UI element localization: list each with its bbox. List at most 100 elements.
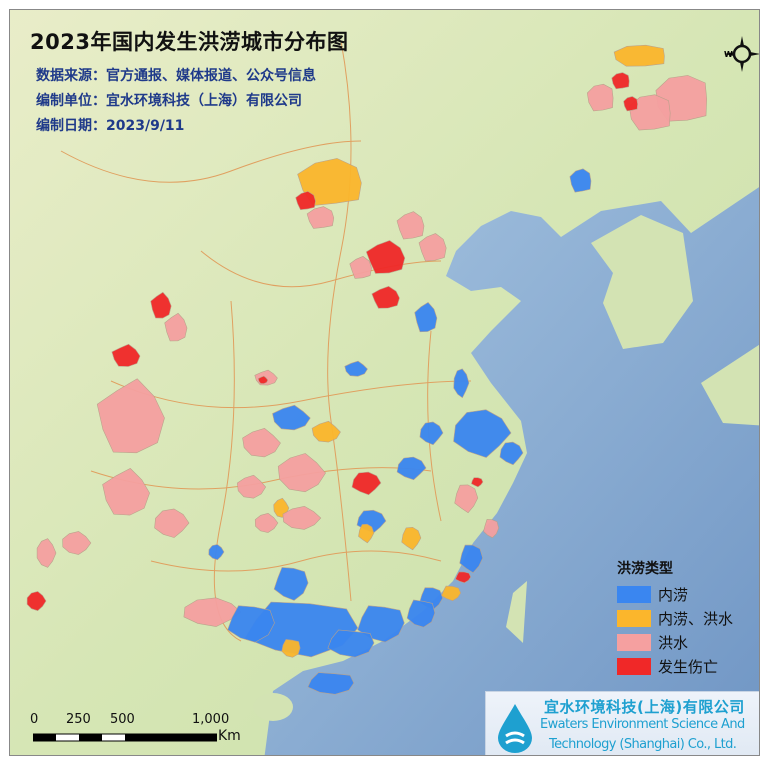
city-region-flood[interactable] [102,468,150,516]
city-region-casualties[interactable] [371,285,400,309]
city-region-flood[interactable] [62,531,92,555]
company-logo: 宜水环境科技(上海)有限公司 Ewaters Environment Scien… [485,691,759,755]
logo-cn-name: 宜水环境科技(上海)有限公司 [544,698,745,716]
city-region-waterlogging[interactable] [453,368,470,399]
city-region-waterlogging[interactable] [419,421,444,446]
city-region-waterlogging[interactable] [414,302,438,333]
scale-tick-500: 500 [110,712,135,727]
legend-title: 洪涝类型 [617,561,673,577]
city-region-flood[interactable] [236,474,267,499]
legend-label: 内涝 [658,585,689,604]
data-source: 数据来源：官方通报、媒体报道、公众号信息 [36,68,316,84]
city-region-waterlogging[interactable] [406,599,436,628]
city-region-casualties[interactable] [471,477,484,488]
city-region-both[interactable] [441,585,462,602]
korea-peninsula [591,215,693,349]
city-region-waterlogging[interactable] [357,605,405,643]
city-region-flood[interactable] [349,256,372,279]
city-region-both[interactable] [358,523,375,544]
flood-city-map[interactable] [10,10,759,755]
city-region-flood[interactable] [164,312,188,342]
water-drop-logo-icon [498,704,532,753]
city-region-waterlogging[interactable] [344,360,368,377]
legend-item-casualties: 发生伤亡 [617,654,733,678]
legend-swatch [617,609,651,627]
legend-swatch [617,585,651,603]
city-region-casualties[interactable] [351,471,382,496]
city-region-waterlogging[interactable] [453,409,512,458]
city-region-flood[interactable] [586,83,614,112]
province-boundary-line [60,140,362,183]
legend-label: 发生伤亡 [658,657,719,676]
city-region-casualties[interactable] [111,343,141,367]
city-region-waterlogging[interactable] [272,404,311,431]
province-boundary-line [110,380,472,409]
compass-w: W [724,50,733,59]
city-region-casualties[interactable] [150,291,172,319]
logo-en-line1: Ewaters Environment Science And [540,717,745,732]
compiled-date: 编制日期：2023/9/11 [36,118,185,134]
city-region-flood[interactable] [96,378,165,454]
city-region-casualties[interactable] [611,72,630,90]
province-boundary-line [327,40,352,602]
city-region-casualties[interactable] [623,96,638,112]
city-region-casualties[interactable] [455,571,472,584]
scale-tick-250: 250 [66,712,91,727]
province-boundary-line [150,550,442,572]
scale-tick-0: 0 [30,712,39,727]
compiled-by: 编制单位：宜水环境科技（上海）有限公司 [36,93,302,109]
city-region-flood[interactable] [183,597,242,627]
city-region-waterlogging[interactable] [227,605,275,643]
city-region-casualties[interactable] [365,240,406,274]
city-region-flood[interactable] [396,211,425,240]
city-region-flood[interactable] [628,94,671,131]
map-title: 2023年国内发生洪涝城市分布图 [30,30,349,54]
city-region-waterlogging[interactable] [396,456,427,481]
legend: 洪涝类型 内涝内涝、洪水洪水发生伤亡 [617,558,733,678]
legend-swatch [617,657,651,675]
city-region-flood[interactable] [282,505,322,530]
city-region-both[interactable] [297,158,362,206]
city-region-flood[interactable] [418,233,447,262]
legend-item-flood: 洪水 [617,630,733,654]
province-boundary-line [200,250,442,288]
map-frame: 2023年国内发生洪涝城市分布图 数据来源：官方通报、媒体报道、公众号信息 编制… [9,9,760,756]
city-region-flood[interactable] [254,512,279,533]
city-region-waterlogging[interactable] [569,168,592,193]
legend-swatch [617,633,651,651]
taiwan [506,581,527,643]
scale-tick-1000: 1,000 [192,712,230,727]
city-region-flood[interactable] [242,427,281,458]
city-region-waterlogging[interactable] [459,544,484,574]
legend-item-waterlogging: 内涝 [617,582,733,606]
city-region-both[interactable] [401,526,422,551]
city-region-waterlogging[interactable] [327,629,375,658]
scale-unit: Km [218,728,241,744]
city-region-flood[interactable] [306,206,335,229]
city-region-waterlogging[interactable] [208,544,225,561]
city-region-casualties[interactable] [295,191,316,211]
city-region-waterlogging[interactable] [499,441,524,466]
flood-regions [26,44,708,695]
scale-bar-graphic [33,733,217,742]
city-region-flood[interactable] [36,538,57,568]
city-region-casualties[interactable] [26,591,47,612]
legend-item-both: 内涝、洪水 [617,606,733,630]
city-region-waterlogging[interactable] [307,672,355,695]
city-region-flood[interactable] [154,508,190,538]
city-region-both[interactable] [613,44,665,67]
city-region-flood[interactable] [454,484,479,514]
japan [701,344,759,426]
city-region-waterlogging[interactable] [273,567,309,601]
city-region-flood[interactable] [483,519,500,539]
city-region-flood[interactable] [277,453,326,493]
legend-label: 内涝、洪水 [658,609,734,628]
hainan [253,693,293,721]
city-region-both[interactable] [281,639,301,658]
logo-en-line2: Technology (Shanghai) Co., Ltd. [549,737,737,752]
city-region-casualties[interactable] [257,375,269,384]
compass-rose-icon: W E [724,36,759,72]
legend-label: 洪水 [658,633,689,652]
city-region-both[interactable] [311,420,341,443]
compass: W E [710,32,759,77]
